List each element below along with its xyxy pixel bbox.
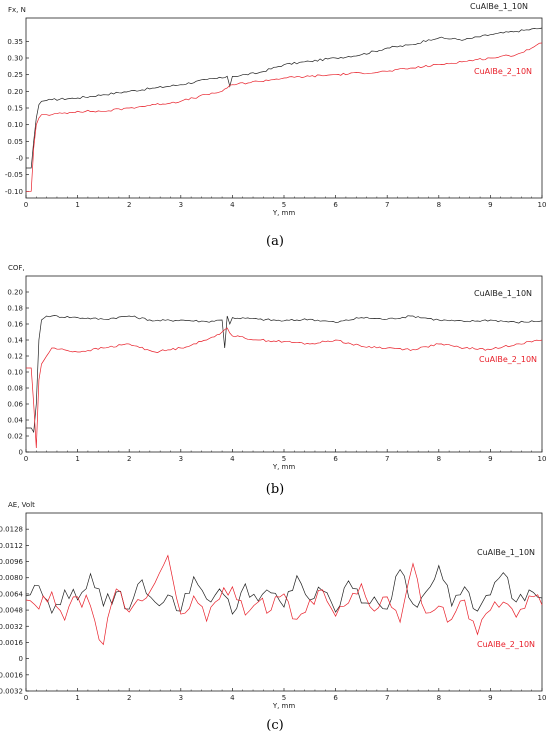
series-line-cualbe-1-10n	[26, 315, 543, 434]
chart-panel-a: 0.35 0.30 0.25 0.20 0.15 0.10 0.05 -0 -0.05 -0.10…	[5, 2, 547, 249]
y-tick-label: 0.30	[7, 55, 23, 63]
y-axis-label: COF,	[8, 264, 25, 272]
x-tick-label: 0	[24, 455, 28, 463]
x-tick-label: 8	[437, 201, 441, 209]
series-line-cualbe-1-10n	[26, 27, 543, 169]
x-axis-label: Y, mm	[272, 463, 296, 471]
x-axis-label: Y, mm	[272, 702, 296, 710]
legend-entry-cualbe-1-10n: CuAlBe_1_10N	[477, 548, 535, 557]
legend-entry-cualbe-1-10n: CuAlBe_1_10N	[470, 2, 528, 11]
x-tick-label: 4	[230, 201, 235, 209]
x-tick-label: 6	[333, 455, 338, 463]
y-tick-label: -0.10	[5, 188, 23, 196]
x-tick-label: 10	[538, 455, 547, 463]
y-tick-label: 0	[19, 655, 23, 663]
x-tick-label: 1	[75, 694, 79, 702]
y-tick-label: 0.10	[7, 121, 23, 129]
x-tick-label: 8	[437, 694, 441, 702]
y-tick-label: 0.06	[7, 401, 23, 409]
y-tick-label: 0.18	[7, 305, 23, 313]
x-tick-label: 0	[24, 201, 28, 209]
x-tick-label: 2	[127, 201, 131, 209]
chart-panel-c: 0.0128 0.0112 0.0096 0.0080 0.0064 0.0048 0.00…	[0, 501, 546, 733]
x-tick-label: 10	[538, 201, 547, 209]
x-tick-label: 9	[488, 694, 492, 702]
x-tick-label: 9	[488, 455, 492, 463]
y-tick-label: 0.05	[7, 138, 23, 146]
y-tick-label: 0.10	[7, 369, 23, 377]
y-tick-label: 0.0048	[0, 607, 23, 615]
y-tick-label: 0.0064	[0, 590, 24, 598]
series-line-cualbe-2-10n	[25, 554, 543, 646]
x-tick-label: 7	[385, 694, 389, 702]
x-tick-label: 8	[437, 455, 441, 463]
y-tick-label: -0.0032	[0, 688, 23, 696]
y-tick-label: 0.35	[7, 38, 23, 46]
panel-caption: (c)	[266, 718, 283, 733]
x-tick-label: 0	[24, 694, 28, 702]
x-tick-label: 4	[230, 455, 235, 463]
legend-entry-cualbe-1-10n: CuAlBe_1_10N	[474, 289, 532, 298]
y-tick-label: 0.0096	[0, 558, 24, 566]
legend-entry-cualbe-2-10n: CuAlBe_2_10N	[479, 355, 537, 364]
y-tick-label: 0.15	[7, 105, 23, 113]
y-tick-label: 0	[19, 449, 23, 457]
y-tick-label: 0.02	[7, 433, 23, 441]
y-tick-label: -0.0016	[0, 671, 24, 679]
plot-frame	[25, 17, 543, 199]
x-tick-label: 6	[333, 694, 338, 702]
x-tick-label: 2	[127, 455, 131, 463]
x-tick-label: 4	[230, 694, 235, 702]
plot-frame	[25, 512, 543, 692]
panel-caption: (a)	[266, 234, 284, 249]
y-tick-label: 0.0112	[0, 542, 23, 550]
x-tick-label: 3	[179, 455, 183, 463]
y-tick-label: 0.14	[7, 337, 23, 345]
x-tick-label: 10	[538, 694, 547, 702]
x-tick-label: 7	[385, 455, 389, 463]
y-tick-label: 0.0080	[0, 574, 23, 582]
chart-panel-b: 0.20 0.18 0.16 0.14 0.12 0.10 0.08 0.06 0.04 0.02…	[7, 264, 546, 497]
x-tick-label: 5	[282, 455, 286, 463]
y-tick-label: 0.04	[7, 417, 23, 425]
y-tick-label: 0.08	[7, 385, 23, 393]
series-line-cualbe-2-10n	[26, 42, 543, 192]
x-tick-label: 1	[75, 455, 79, 463]
x-tick-label: 5	[282, 694, 286, 702]
y-tick-label: -0	[16, 155, 23, 163]
panel-caption: (b)	[266, 482, 284, 497]
y-tick-label: 0.20	[7, 289, 23, 297]
y-tick-label: 0.16	[7, 321, 23, 329]
x-tick-label: 3	[179, 694, 183, 702]
legend-entry-cualbe-2-10n: CuAlBe_2_10N	[477, 640, 535, 649]
y-tick-label: 0.0128	[0, 526, 23, 534]
series-line-cualbe-2-10n	[26, 327, 543, 449]
series-line-cualbe-1-10n	[25, 564, 543, 615]
y-tick-label: 0.25	[7, 71, 23, 79]
legend-entry-cualbe-2-10n: CuAlBe_2_10N	[474, 67, 532, 76]
y-tick-label: 0.0016	[0, 639, 24, 647]
x-tick-label: 5	[282, 201, 286, 209]
y-tick-label: -0.05	[5, 171, 23, 179]
y-axis-label: Fx, N	[8, 6, 26, 14]
x-tick-label: 7	[385, 201, 389, 209]
x-tick-label: 6	[333, 201, 338, 209]
y-tick-label: 0.20	[7, 88, 23, 96]
y-tick-label: 0.12	[7, 353, 23, 361]
x-tick-label: 1	[75, 201, 79, 209]
y-tick-label: 0.0032	[0, 623, 23, 631]
x-axis-label: Y, mm	[272, 209, 296, 217]
plot-frame	[25, 275, 543, 453]
x-tick-label: 2	[127, 694, 131, 702]
x-tick-label: 3	[179, 201, 183, 209]
x-tick-label: 9	[488, 201, 492, 209]
y-axis-label: AE, Volt	[8, 501, 35, 509]
